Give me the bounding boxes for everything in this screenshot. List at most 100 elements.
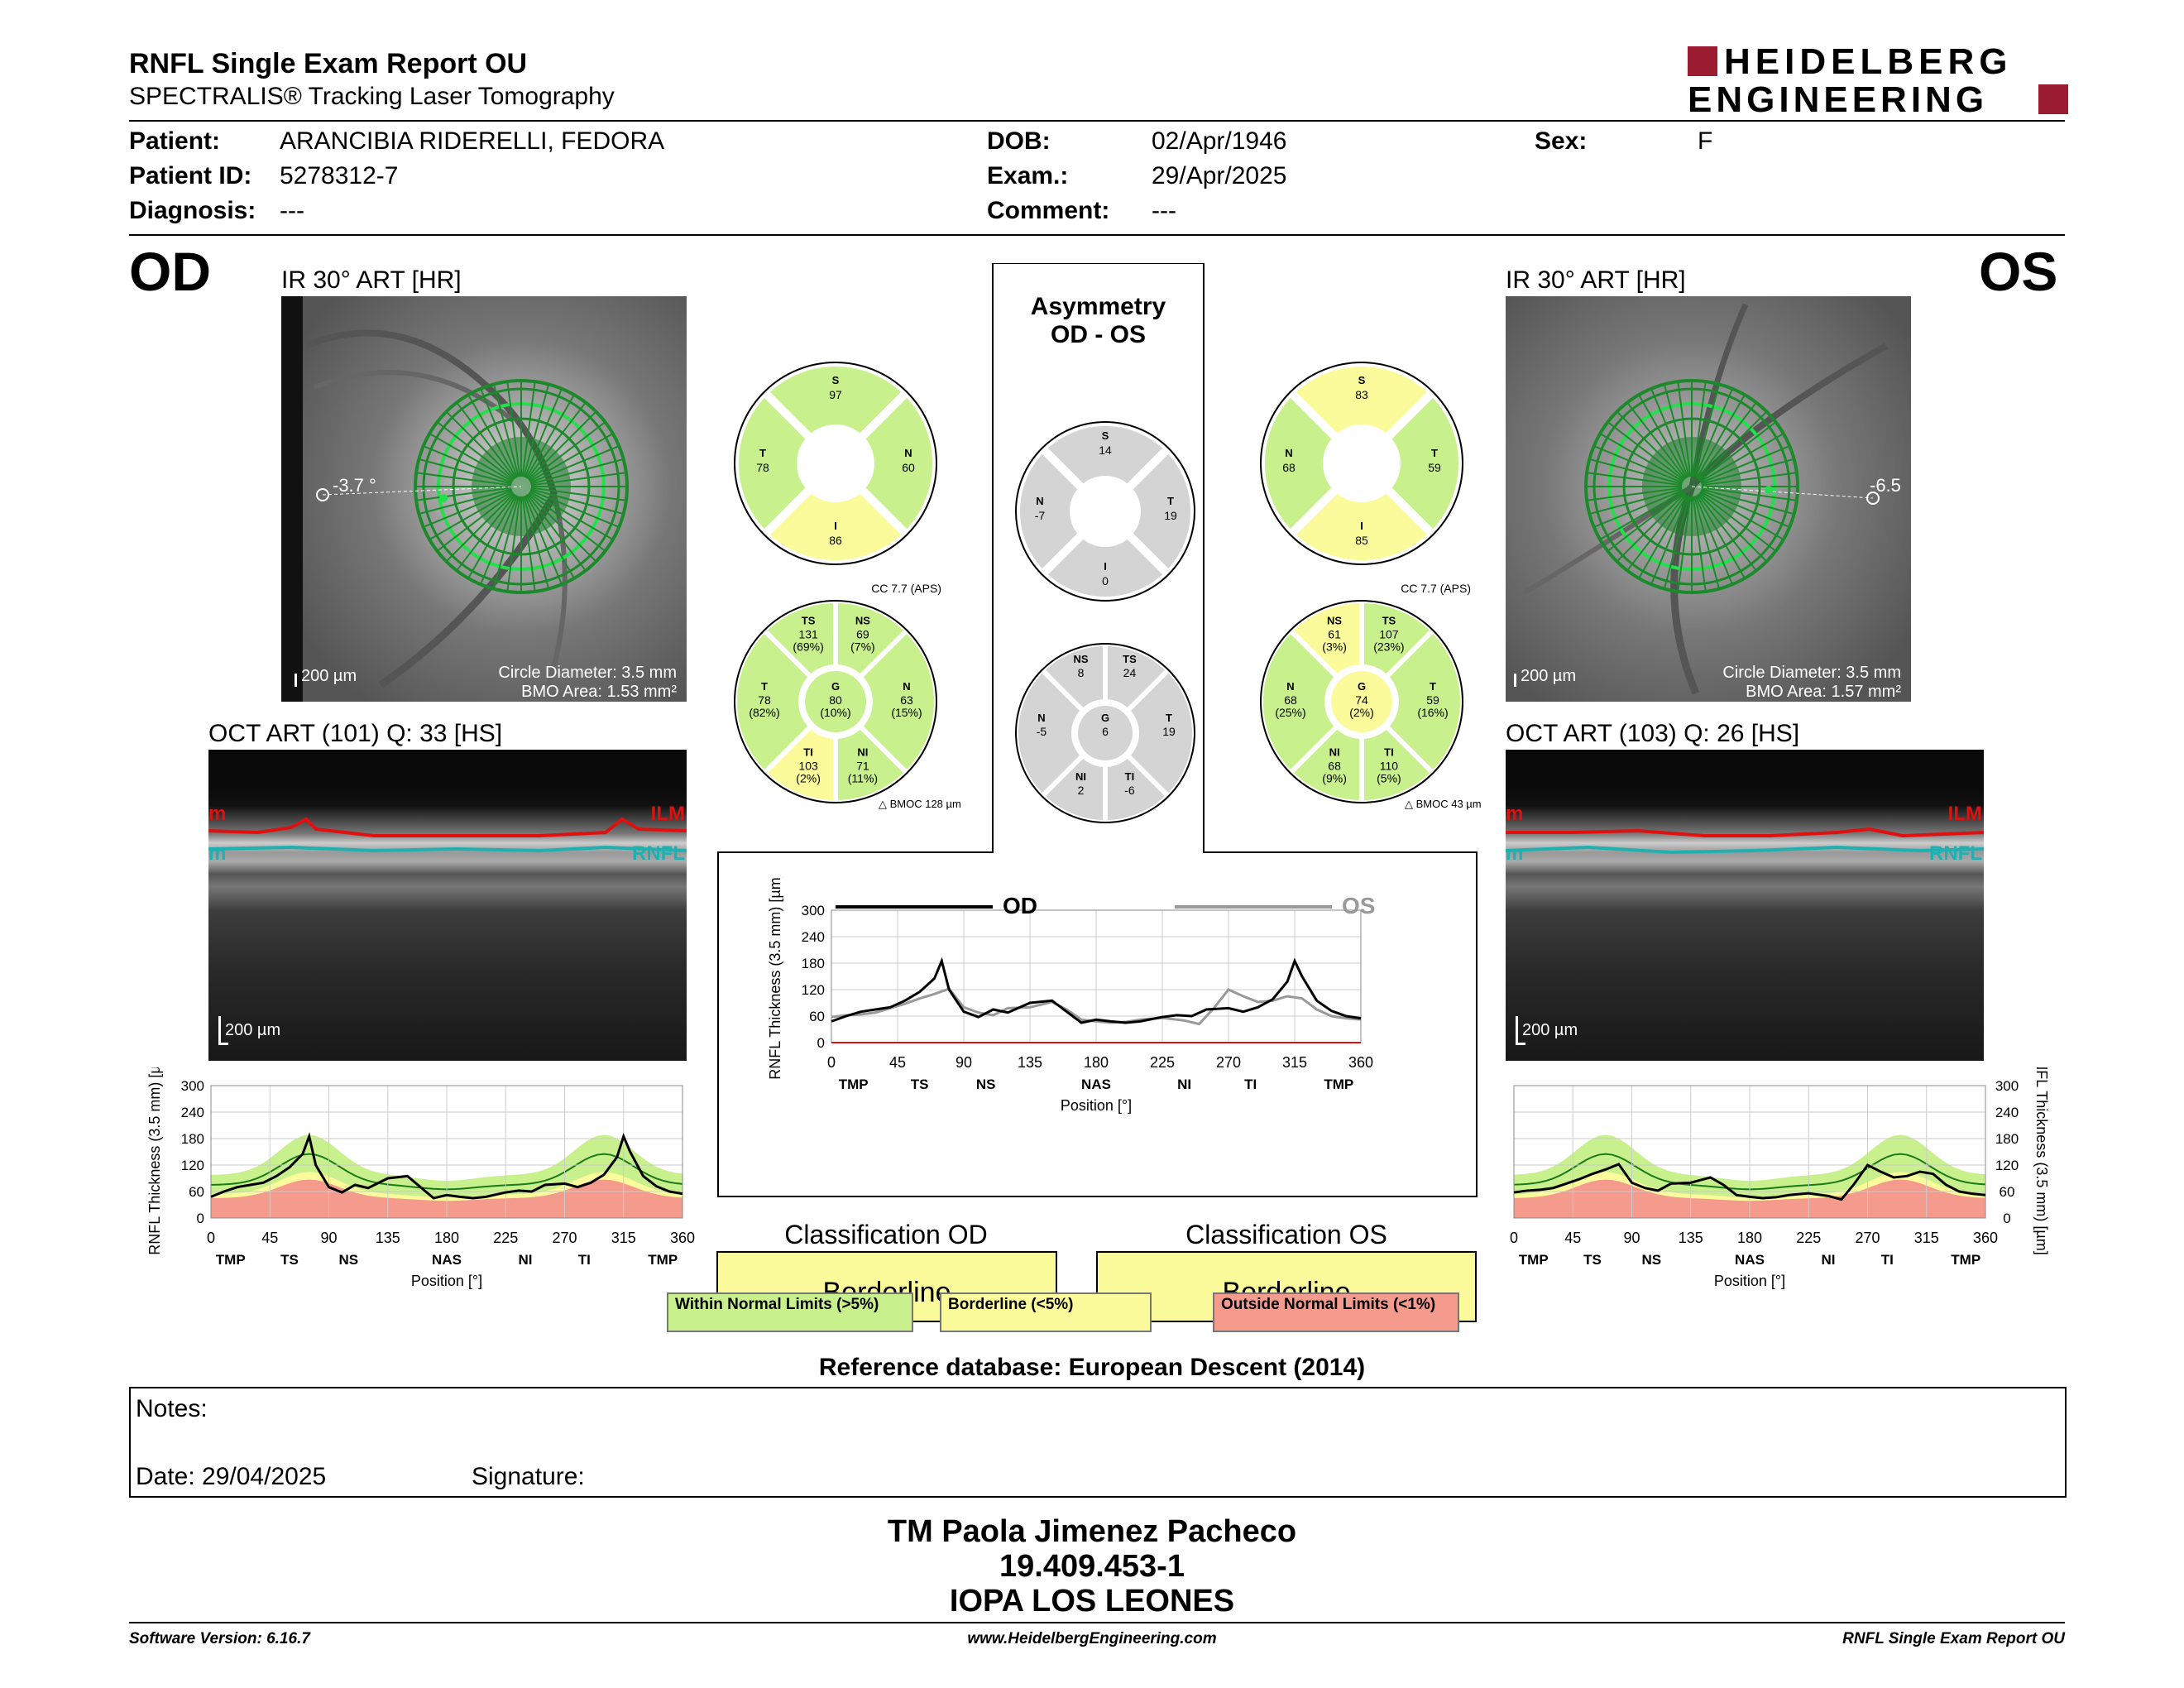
os-sextant-value-ni: 68	[1328, 759, 1341, 772]
scan-spoke	[1593, 489, 1684, 528]
scan-spoke	[506, 381, 521, 477]
scan-spoke	[529, 445, 620, 484]
od-sextant-value-ni: (11%)	[848, 771, 878, 784]
sector-axis-label: TMP	[839, 1077, 869, 1092]
scan-spoke	[527, 492, 597, 563]
x-axis-title: Position [°]	[1714, 1273, 1785, 1289]
scan-spoke	[1698, 421, 1777, 482]
od-bmo-area: BMO Area: 1.53 mm²	[521, 683, 677, 701]
comment-label: Comment:	[987, 197, 1110, 224]
reference-database: Reference database: European Descent (20…	[818, 1354, 1366, 1381]
od-os-comparison-chart: 0 60 120 180 240 300 0 45 90 135 180 225 270 315 360 TM…	[767, 877, 1375, 1114]
od-rnfl-label: RNFL	[632, 842, 685, 865]
scan-spoke	[423, 445, 513, 484]
od-sextant-label-ts: TS	[802, 615, 816, 627]
x-tick-label: 90	[1623, 1230, 1640, 1246]
y-tick-label: 120	[181, 1158, 204, 1173]
logo-text-heidelberg: HEIDELBERG	[1724, 41, 2013, 82]
asymmetry-subtitle: OD - OS	[1050, 321, 1146, 348]
od-sextant-value-t: (82%)	[749, 706, 779, 719]
od-ilm-short: m	[208, 803, 227, 825]
scan-spoke	[530, 487, 627, 501]
x-tick-label: 270	[1855, 1230, 1880, 1246]
scan-spoke	[530, 458, 624, 485]
asym-sextant-value-ni: 2	[1078, 784, 1085, 797]
asym-sextant-label-t: T	[1166, 712, 1172, 724]
os-sextant-label-ni: NI	[1329, 746, 1340, 758]
asym-quadrant-value-t: 19	[1164, 509, 1177, 522]
y-tick-label: 300	[1995, 1078, 2019, 1094]
scan-spoke	[529, 433, 614, 482]
os-sextant-label-ti: TI	[1384, 746, 1394, 758]
x-tick-label: 180	[434, 1230, 459, 1246]
y-tick-label: 180	[802, 956, 825, 971]
scan-spoke	[429, 433, 514, 482]
os-sextant-value-ts: 107	[1379, 628, 1399, 641]
sector-axis-label: TMP	[1519, 1252, 1549, 1268]
scan-spoke	[1693, 496, 1721, 589]
scan-spoke	[467, 394, 517, 479]
dob-value: 02/Apr/1946	[1152, 127, 1287, 155]
scan-spoke	[527, 410, 597, 481]
od-ilm-label: ILM	[650, 803, 685, 825]
od-oct-layers	[208, 817, 687, 853]
notes-label: Notes:	[136, 1395, 208, 1422]
x-tick-label: 315	[611, 1230, 636, 1246]
sex-label: Sex:	[1535, 127, 1588, 155]
os-quadrant-label-i: I	[1360, 520, 1363, 532]
os-sextant-value-ti: (5%)	[1377, 771, 1401, 784]
sector-axis-label: NI	[519, 1252, 533, 1268]
os-angle-label: -6.5	[1870, 475, 1901, 496]
od-quadrant-label-s: S	[832, 374, 840, 386]
scan-spoke	[419, 458, 512, 485]
scan-spoke	[1700, 489, 1790, 528]
scan-spoke	[1593, 445, 1684, 484]
scan-spoke	[1607, 421, 1685, 482]
od-bmoc-label: △ BMOC 128 µm	[879, 798, 961, 810]
os-sextant-value-ti: 110	[1380, 759, 1399, 772]
scan-spoke	[1693, 384, 1721, 477]
asym-quadrant-outline	[1015, 421, 1195, 602]
scan-spoke	[1677, 381, 1692, 477]
os-eye-label: OS	[1979, 241, 2058, 302]
x-tick-label: 0	[827, 1054, 836, 1071]
scan-spoke	[1698, 492, 1777, 552]
scan-spoke	[1692, 496, 1707, 592]
scan-spoke	[429, 491, 514, 540]
os-quadrant-value-n: 68	[1282, 461, 1296, 474]
sector-axis-label: TS	[911, 1077, 929, 1092]
exam-label: Exam.:	[987, 162, 1069, 189]
os-rnfl-short: m	[1506, 842, 1524, 865]
scan-spoke	[1698, 410, 1768, 481]
scan-spoke	[1589, 488, 1683, 516]
comment-value: ---	[1152, 197, 1176, 224]
website-link[interactable]: www.HeidelbergEngineering.com	[967, 1630, 1217, 1647]
y-tick-label: 180	[1995, 1131, 2019, 1147]
od-sextant-value-ts: (69%)	[793, 640, 823, 654]
asym-sextant-value-n: -5	[1037, 725, 1047, 738]
scan-spoke	[1699, 433, 1784, 482]
patient-id-label: Patient ID:	[129, 162, 252, 189]
signer-id: 19.409.453-1	[999, 1549, 1185, 1584]
scan-spoke	[445, 492, 515, 563]
x-axis-title: Position [°]	[1061, 1097, 1132, 1114]
scan-spoke	[1701, 472, 1798, 487]
sector-diagrams: S97N60I86T78S14T19I0N-7S83T59I85N68TS131…	[730, 358, 1482, 826]
scan-spoke	[1699, 491, 1784, 540]
x-tick-label: 45	[1564, 1230, 1581, 1246]
x-tick-label: 45	[261, 1230, 278, 1246]
scan-spoke	[528, 421, 606, 482]
os-sextant-label-ts: TS	[1382, 615, 1396, 627]
scan-spoke	[456, 401, 516, 480]
scan-spoke	[1698, 492, 1768, 563]
scan-spoke	[526, 493, 587, 572]
report-title: RNFL Single Exam Report OU	[129, 48, 528, 79]
x-tick-label: 225	[493, 1230, 518, 1246]
scan-spoke	[456, 493, 516, 572]
os-fundus-image: -6.5 200 µm Circle Diameter: 3.5 mm BMO …	[1506, 296, 1911, 702]
scan-spoke	[436, 492, 515, 552]
x-axis-title: Position [°]	[411, 1273, 482, 1289]
od-oct-scale: 200 µm	[225, 1021, 281, 1039]
notes-box[interactable]	[129, 1387, 2067, 1498]
od-sextant-sector-g	[805, 671, 866, 732]
